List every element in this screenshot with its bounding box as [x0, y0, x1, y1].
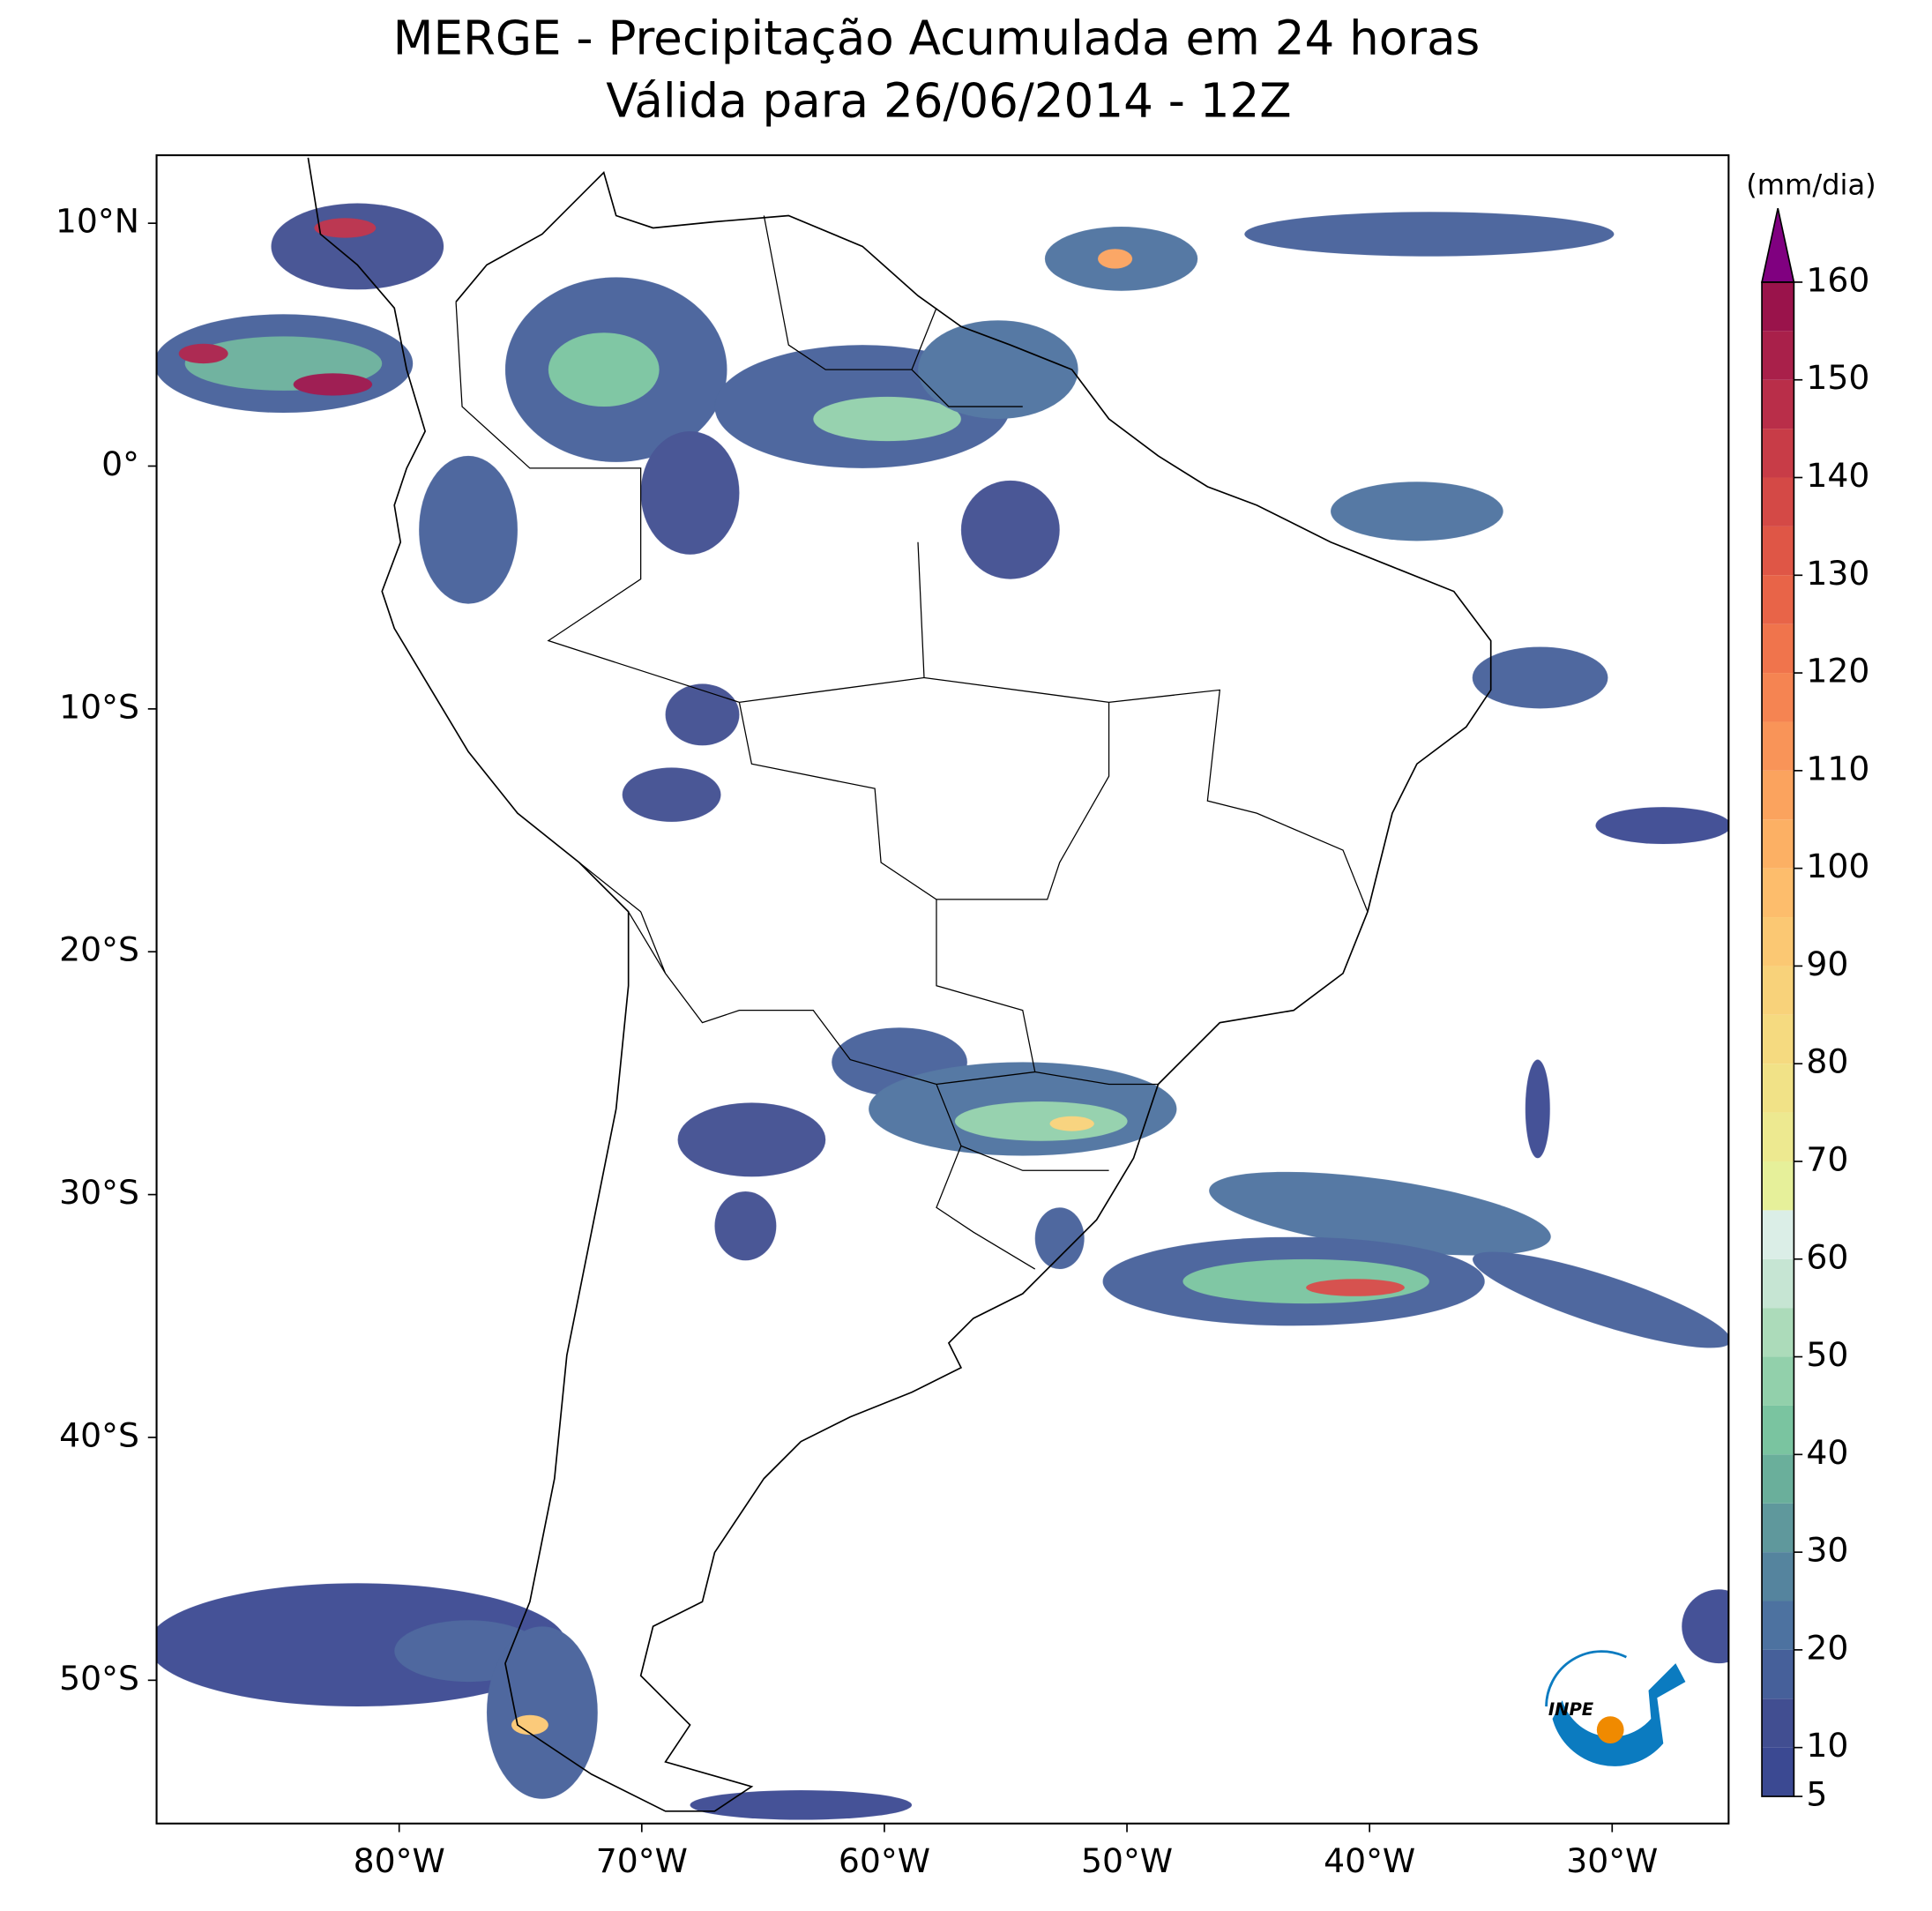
colorbar-level — [1762, 721, 1794, 771]
map-frame — [155, 153, 1730, 1825]
colorbar-level — [1762, 1356, 1794, 1406]
x-tick-label: 80°W — [354, 1841, 445, 1880]
logo-text: INPE — [1548, 1699, 1594, 1720]
colorbar-tick-label: 50 — [1806, 1335, 1848, 1374]
colorbar-level — [1762, 917, 1794, 967]
colorbar-tick-label: 110 — [1806, 749, 1869, 788]
colorbar-label: (mm/dia) — [1746, 168, 1876, 202]
colorbar-extend — [1761, 207, 1795, 283]
colorbar-level — [1762, 1454, 1794, 1504]
colorbar-level — [1762, 1308, 1794, 1357]
colorbar-frame — [1761, 281, 1795, 1797]
colorbar-level — [1762, 1405, 1794, 1455]
colorbar-level — [1762, 1210, 1794, 1259]
colorbar-tick-label: 90 — [1806, 944, 1848, 983]
colorbar-tick-label: 130 — [1806, 554, 1869, 593]
colorbar-level — [1762, 623, 1794, 674]
colorbar-tick-label: 150 — [1806, 358, 1869, 397]
colorbar-level — [1762, 1064, 1794, 1113]
colorbar-tick-label: 100 — [1806, 847, 1869, 885]
colorbar-level — [1762, 477, 1794, 526]
colorbar-level — [1762, 770, 1794, 820]
colorbar-tick-label: 120 — [1806, 652, 1869, 690]
x-tick-label: 70°W — [596, 1841, 688, 1880]
colorbar-level — [1762, 281, 1794, 332]
colorbar-tick-label: 60 — [1806, 1237, 1848, 1276]
y-tick-label: 0° — [101, 444, 139, 483]
y-tick-label: 10°S — [59, 687, 139, 726]
inpe-logo: INPE — [1545, 1650, 1686, 1766]
colorbar-level — [1762, 575, 1794, 624]
colorbar-tick-label: 10 — [1806, 1726, 1848, 1765]
y-tick-label: 30°S — [59, 1173, 139, 1212]
y-tick-label: 10°N — [56, 202, 139, 241]
precipitation-field — [156, 157, 1729, 1820]
colorbar-level — [1762, 1503, 1794, 1553]
colorbar-level — [1762, 1161, 1794, 1211]
rain-areas — [156, 203, 1729, 1820]
x-tick-label: 50°W — [1081, 1841, 1173, 1880]
colorbar-level — [1762, 1112, 1794, 1161]
y-tick-label: 50°S — [59, 1659, 139, 1698]
colorbar-level — [1762, 331, 1794, 380]
coastline — [307, 157, 1492, 1812]
subtitle: Válida para 26/06/2014 - 12Z — [606, 74, 1291, 129]
colorbar-tick-label: 80 — [1806, 1042, 1848, 1081]
colorbar-level — [1762, 1747, 1794, 1797]
colorbar-level — [1762, 673, 1794, 722]
colorbar-tick-label: 20 — [1806, 1628, 1848, 1667]
colorbar-level — [1762, 1014, 1794, 1064]
colorbar-level — [1762, 1649, 1794, 1699]
colorbar-tick-label: 160 — [1806, 260, 1869, 299]
colorbar-level — [1762, 1258, 1794, 1309]
borders — [455, 215, 1369, 1270]
title: MERGE - Precipitação Acumulada em 24 hor… — [393, 11, 1481, 65]
x-tick-label: 30°W — [1566, 1841, 1658, 1880]
colorbar-tick-label: 5 — [1806, 1775, 1827, 1814]
x-tick-label: 60°W — [839, 1841, 930, 1880]
colorbar-tick-label: 70 — [1806, 1139, 1848, 1178]
colorbar-level — [1762, 1552, 1794, 1601]
colorbar-tick-label: 30 — [1806, 1531, 1848, 1570]
colorbar-level — [1762, 526, 1794, 576]
colorbar-level — [1762, 966, 1794, 1015]
colorbar-level — [1762, 1601, 1794, 1650]
y-tick-label: 40°S — [59, 1415, 139, 1454]
colorbar-level — [1762, 819, 1794, 869]
y-tick-label: 20°S — [59, 930, 139, 969]
colorbar-tick-label: 40 — [1806, 1433, 1848, 1472]
colorbar-level — [1762, 1698, 1794, 1748]
colorbar-level — [1762, 429, 1794, 478]
colorbar-level — [1762, 379, 1794, 429]
colorbar-level — [1762, 868, 1794, 918]
x-tick-label: 40°W — [1324, 1841, 1415, 1880]
colorbar-tick-label: 140 — [1806, 456, 1869, 495]
